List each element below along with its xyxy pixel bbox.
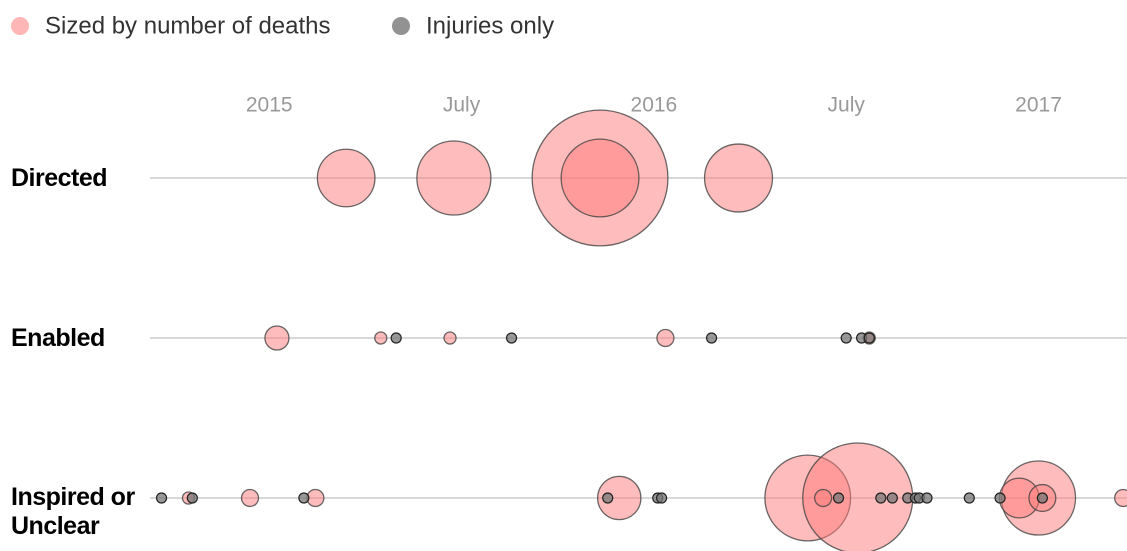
death-bubble [560, 138, 640, 218]
death-bubble [240, 488, 260, 508]
injury-dot [875, 492, 887, 504]
x-tick-label: July [443, 94, 481, 117]
legend-marker [11, 17, 29, 35]
death-bubble [416, 140, 492, 216]
x-tick-label: 2017 [1015, 94, 1062, 117]
x-tick-label: 2015 [246, 94, 293, 117]
injury-dot [840, 332, 852, 344]
injury-dot [994, 492, 1006, 504]
row-label: Directed [11, 164, 108, 192]
death-bubble [1114, 488, 1127, 508]
death-bubble [264, 325, 290, 351]
row-label: Enabled [11, 324, 105, 352]
injury-dot [155, 492, 168, 504]
death-bubble [656, 328, 675, 348]
death-bubble [443, 331, 457, 345]
injury-dot [963, 492, 975, 504]
injury-dot [186, 492, 198, 504]
injury-dot [705, 332, 718, 344]
row-label: Inspired or Unclear [11, 483, 135, 540]
death-bubble [813, 488, 833, 508]
death-bubble [703, 143, 774, 213]
injury-dot [655, 492, 668, 504]
injury-dot [1036, 492, 1048, 504]
death-bubble [596, 475, 642, 521]
death-bubble [374, 331, 388, 345]
legend-label: Injuries only [426, 12, 554, 39]
injury-dot [832, 492, 845, 504]
injury-dot [921, 492, 933, 504]
injury-dot [390, 332, 402, 344]
injury-dot [298, 492, 310, 504]
death-bubble [316, 148, 376, 208]
x-tick-label: 2016 [631, 94, 678, 117]
injury-dot [863, 332, 875, 344]
injury-dot [602, 492, 614, 504]
legend-marker [392, 17, 410, 35]
injury-dot [505, 332, 518, 344]
x-tick-label: July [828, 94, 866, 117]
legend-label: Sized by number of deaths [45, 12, 331, 39]
injury-dot [886, 492, 898, 504]
